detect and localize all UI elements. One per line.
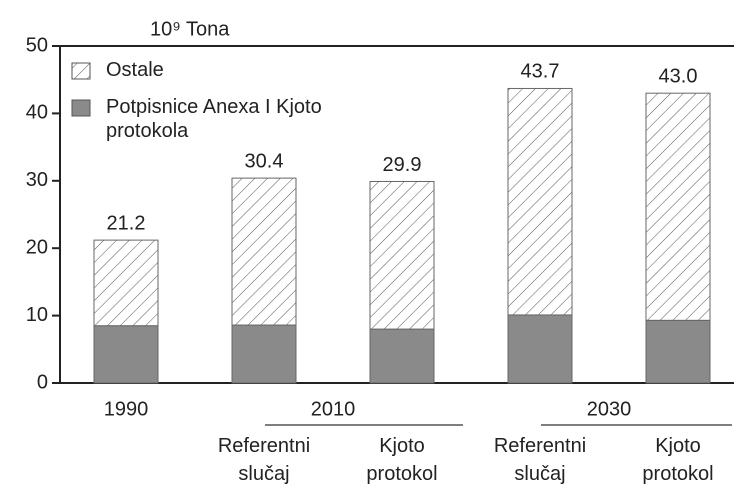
bar-segment: [507, 87, 573, 316]
total-label: 29.9: [383, 154, 422, 176]
y-tick-label: 50: [26, 34, 48, 56]
bar-segment: [645, 319, 711, 384]
total-label: 21.2: [107, 212, 146, 234]
x-tick-label: Referentni slučaj: [218, 435, 310, 485]
legend-swatch: [71, 99, 91, 117]
y-tick-label: 40: [26, 102, 48, 124]
total-label: 30.4: [245, 150, 284, 172]
group-label: 2030: [587, 398, 632, 420]
group-label: 2010: [311, 398, 356, 420]
y-tick-label: 30: [26, 169, 48, 191]
y-tick-label: 10: [26, 304, 48, 326]
total-label: 43.7: [521, 61, 560, 83]
x-tick-label: Referentni slučaj: [494, 435, 586, 485]
x-tick-label: Kjoto protokol: [642, 435, 713, 485]
y-tick-label: 20: [26, 236, 48, 258]
bar-segment: [231, 324, 297, 384]
group-label: 1990: [104, 398, 149, 420]
bar-segment: [93, 325, 159, 384]
bar-segment: [645, 92, 711, 321]
legend-swatch: [71, 62, 91, 80]
bar-segment: [93, 239, 159, 327]
bar-segment: [369, 328, 435, 384]
bar-segment: [231, 177, 297, 326]
y-axis-label: 10⁹ Tona: [150, 18, 230, 40]
legend-label: Ostale: [106, 59, 164, 81]
bar-segment: [369, 180, 435, 330]
bar-segment: [507, 314, 573, 384]
x-tick-label: Kjoto protokol: [366, 435, 437, 485]
legend-label: Potpisnice Anexa I Kjoto protokola: [106, 96, 322, 142]
y-tick-label: 0: [37, 371, 48, 393]
total-label: 43.0: [659, 65, 698, 87]
